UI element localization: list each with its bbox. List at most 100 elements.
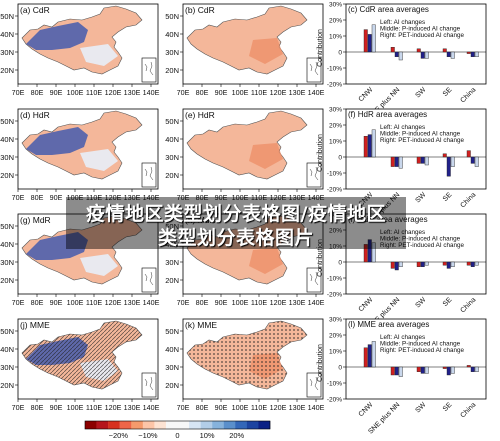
bar	[420, 261, 425, 268]
category-label: China	[460, 191, 478, 209]
bar	[466, 150, 471, 158]
blue-region	[26, 22, 88, 50]
lat-tick-label: 20N	[0, 66, 14, 75]
y-tick-label: -10%	[327, 66, 342, 73]
lat-tick-label: 30N	[0, 153, 14, 162]
lat-tick-label: 30N	[165, 363, 179, 372]
map-panel: (a) CdR 50N 40N 30N 20N 70E 80E 90E 100E 110E 120E…	[0, 3, 160, 97]
y-tick-label: 10%	[329, 34, 342, 41]
lon-tick-label: 80E	[196, 298, 209, 307]
bar	[416, 48, 421, 53]
legend-entry: Left: AI changes	[380, 334, 425, 341]
lon-tick-label: 140E	[143, 403, 160, 412]
category-label: SE	[442, 401, 454, 413]
bar	[424, 156, 429, 166]
bar	[424, 261, 429, 266]
bar	[442, 48, 447, 53]
map-panel-label: (g) MdR	[20, 215, 51, 225]
lat-tick-label: 20N	[165, 276, 179, 285]
y-tick-label: 0	[338, 50, 342, 57]
lon-tick-label: 100E	[67, 193, 84, 202]
lon-tick-label: 120E	[270, 88, 287, 97]
lat-tick-label: 20N	[0, 276, 14, 285]
lon-tick-label: 120E	[270, 298, 287, 307]
bar	[394, 261, 399, 271]
watermark-banner: 疫情地区类型划分表格图/疫情地区 类型划分表格图片	[66, 197, 406, 249]
bar	[363, 29, 368, 53]
bar	[390, 156, 395, 167]
y-tick-label: 20%	[329, 123, 342, 130]
lon-tick-label: 130E	[124, 403, 141, 412]
lat-tick-label: 30N	[0, 258, 14, 267]
lon-tick-label: 110E	[86, 298, 102, 307]
bar	[450, 261, 455, 268]
lon-tick-label: 130E	[289, 403, 306, 412]
inset-box	[306, 57, 322, 83]
colorbar-segment	[119, 421, 132, 429]
lat-tick-label: 40N	[165, 240, 179, 249]
lon-tick-label: 80E	[196, 88, 209, 97]
lon-tick-label: 140E	[308, 403, 325, 412]
bar	[424, 366, 429, 374]
light-region	[80, 44, 118, 66]
inset-box	[141, 57, 157, 83]
inset-box	[141, 162, 157, 188]
legend-entry: Middle: P-induced AI change	[380, 341, 461, 348]
legend-entry: Middle: P-induced AI change	[380, 26, 461, 33]
legend-entry: Right: PET-induced AI change	[380, 347, 465, 354]
bar-chart: (f) HdR area averages 30% 20% 10% 0 -10% -20% C…	[317, 107, 487, 226]
y-tick-label: -20%	[327, 82, 342, 89]
dark-red-region	[249, 248, 283, 274]
lon-tick-label: 70E	[12, 193, 25, 202]
lon-tick-label: 70E	[12, 298, 25, 307]
inset-lines	[309, 166, 319, 181]
colorbar-segment	[142, 421, 155, 429]
chart-title: (c) CdR area averages	[348, 5, 429, 14]
y-axis-label: Contribution	[317, 29, 324, 67]
lat-tick-label: 20N	[0, 381, 14, 390]
colorbar-tick-label: −10%	[138, 431, 158, 440]
map-panel-label: (h) MdR	[185, 215, 216, 225]
lon-tick-label: 120E	[105, 88, 122, 97]
lon-tick-label: 90E	[50, 298, 63, 307]
lon-tick-label: 120E	[270, 193, 287, 202]
lon-tick-label: 70E	[177, 403, 190, 412]
legend-entry: Right: PET-induced AI change	[380, 32, 465, 39]
bar-chart: (l) MME area averages 30% 20% 10% 0 -10% -20% C…	[317, 317, 487, 436]
bar	[363, 135, 368, 158]
y-tick-label: -10%	[327, 276, 342, 283]
colorbar-segment	[154, 421, 167, 429]
inset-box	[141, 267, 157, 293]
lon-tick-label: 100E	[232, 298, 249, 307]
bar	[371, 242, 376, 263]
y-tick-label: -20%	[327, 292, 342, 299]
colorbar-segment	[189, 421, 201, 429]
y-tick-label: -10%	[327, 381, 342, 388]
y-tick-label: 20%	[329, 18, 342, 25]
colorbar-frame	[84, 420, 271, 430]
bar	[394, 366, 399, 376]
y-tick-label: -20%	[327, 397, 342, 404]
lon-tick-label: 90E	[50, 403, 63, 412]
category-label: SE	[442, 86, 454, 98]
map-panel: (j) MME 50N 40N 30N 20N 70E 80E 90E 100E 110E 120E…	[0, 318, 160, 412]
bar	[466, 51, 471, 54]
lat-tick-label: 30N	[165, 258, 179, 267]
colorbar-tick-label: 10%	[200, 431, 215, 440]
map-panel: (h) MdR 50N 40N 30N 20N 70E 80E 90E 100E 110E 120E…	[165, 213, 325, 307]
bar	[442, 261, 447, 266]
lon-tick-label: 90E	[215, 88, 228, 97]
lat-tick-label: 40N	[165, 30, 179, 39]
bar	[446, 366, 451, 376]
lon-tick-label: 90E	[215, 193, 228, 202]
inset-lines	[309, 61, 319, 76]
lon-tick-label: 130E	[124, 88, 141, 97]
bar	[420, 366, 425, 374]
bar	[450, 156, 455, 167]
lat-tick-label: 50N	[165, 117, 179, 126]
inset-lines	[144, 271, 154, 286]
colorbar-segment	[108, 421, 120, 429]
category-label: CNW	[358, 86, 375, 103]
colorbar-segment	[96, 421, 109, 429]
